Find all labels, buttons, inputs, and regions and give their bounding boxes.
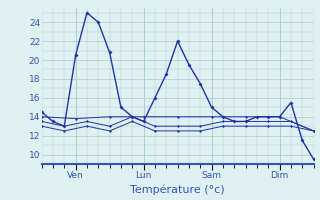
X-axis label: Température (°c): Température (°c): [130, 184, 225, 195]
